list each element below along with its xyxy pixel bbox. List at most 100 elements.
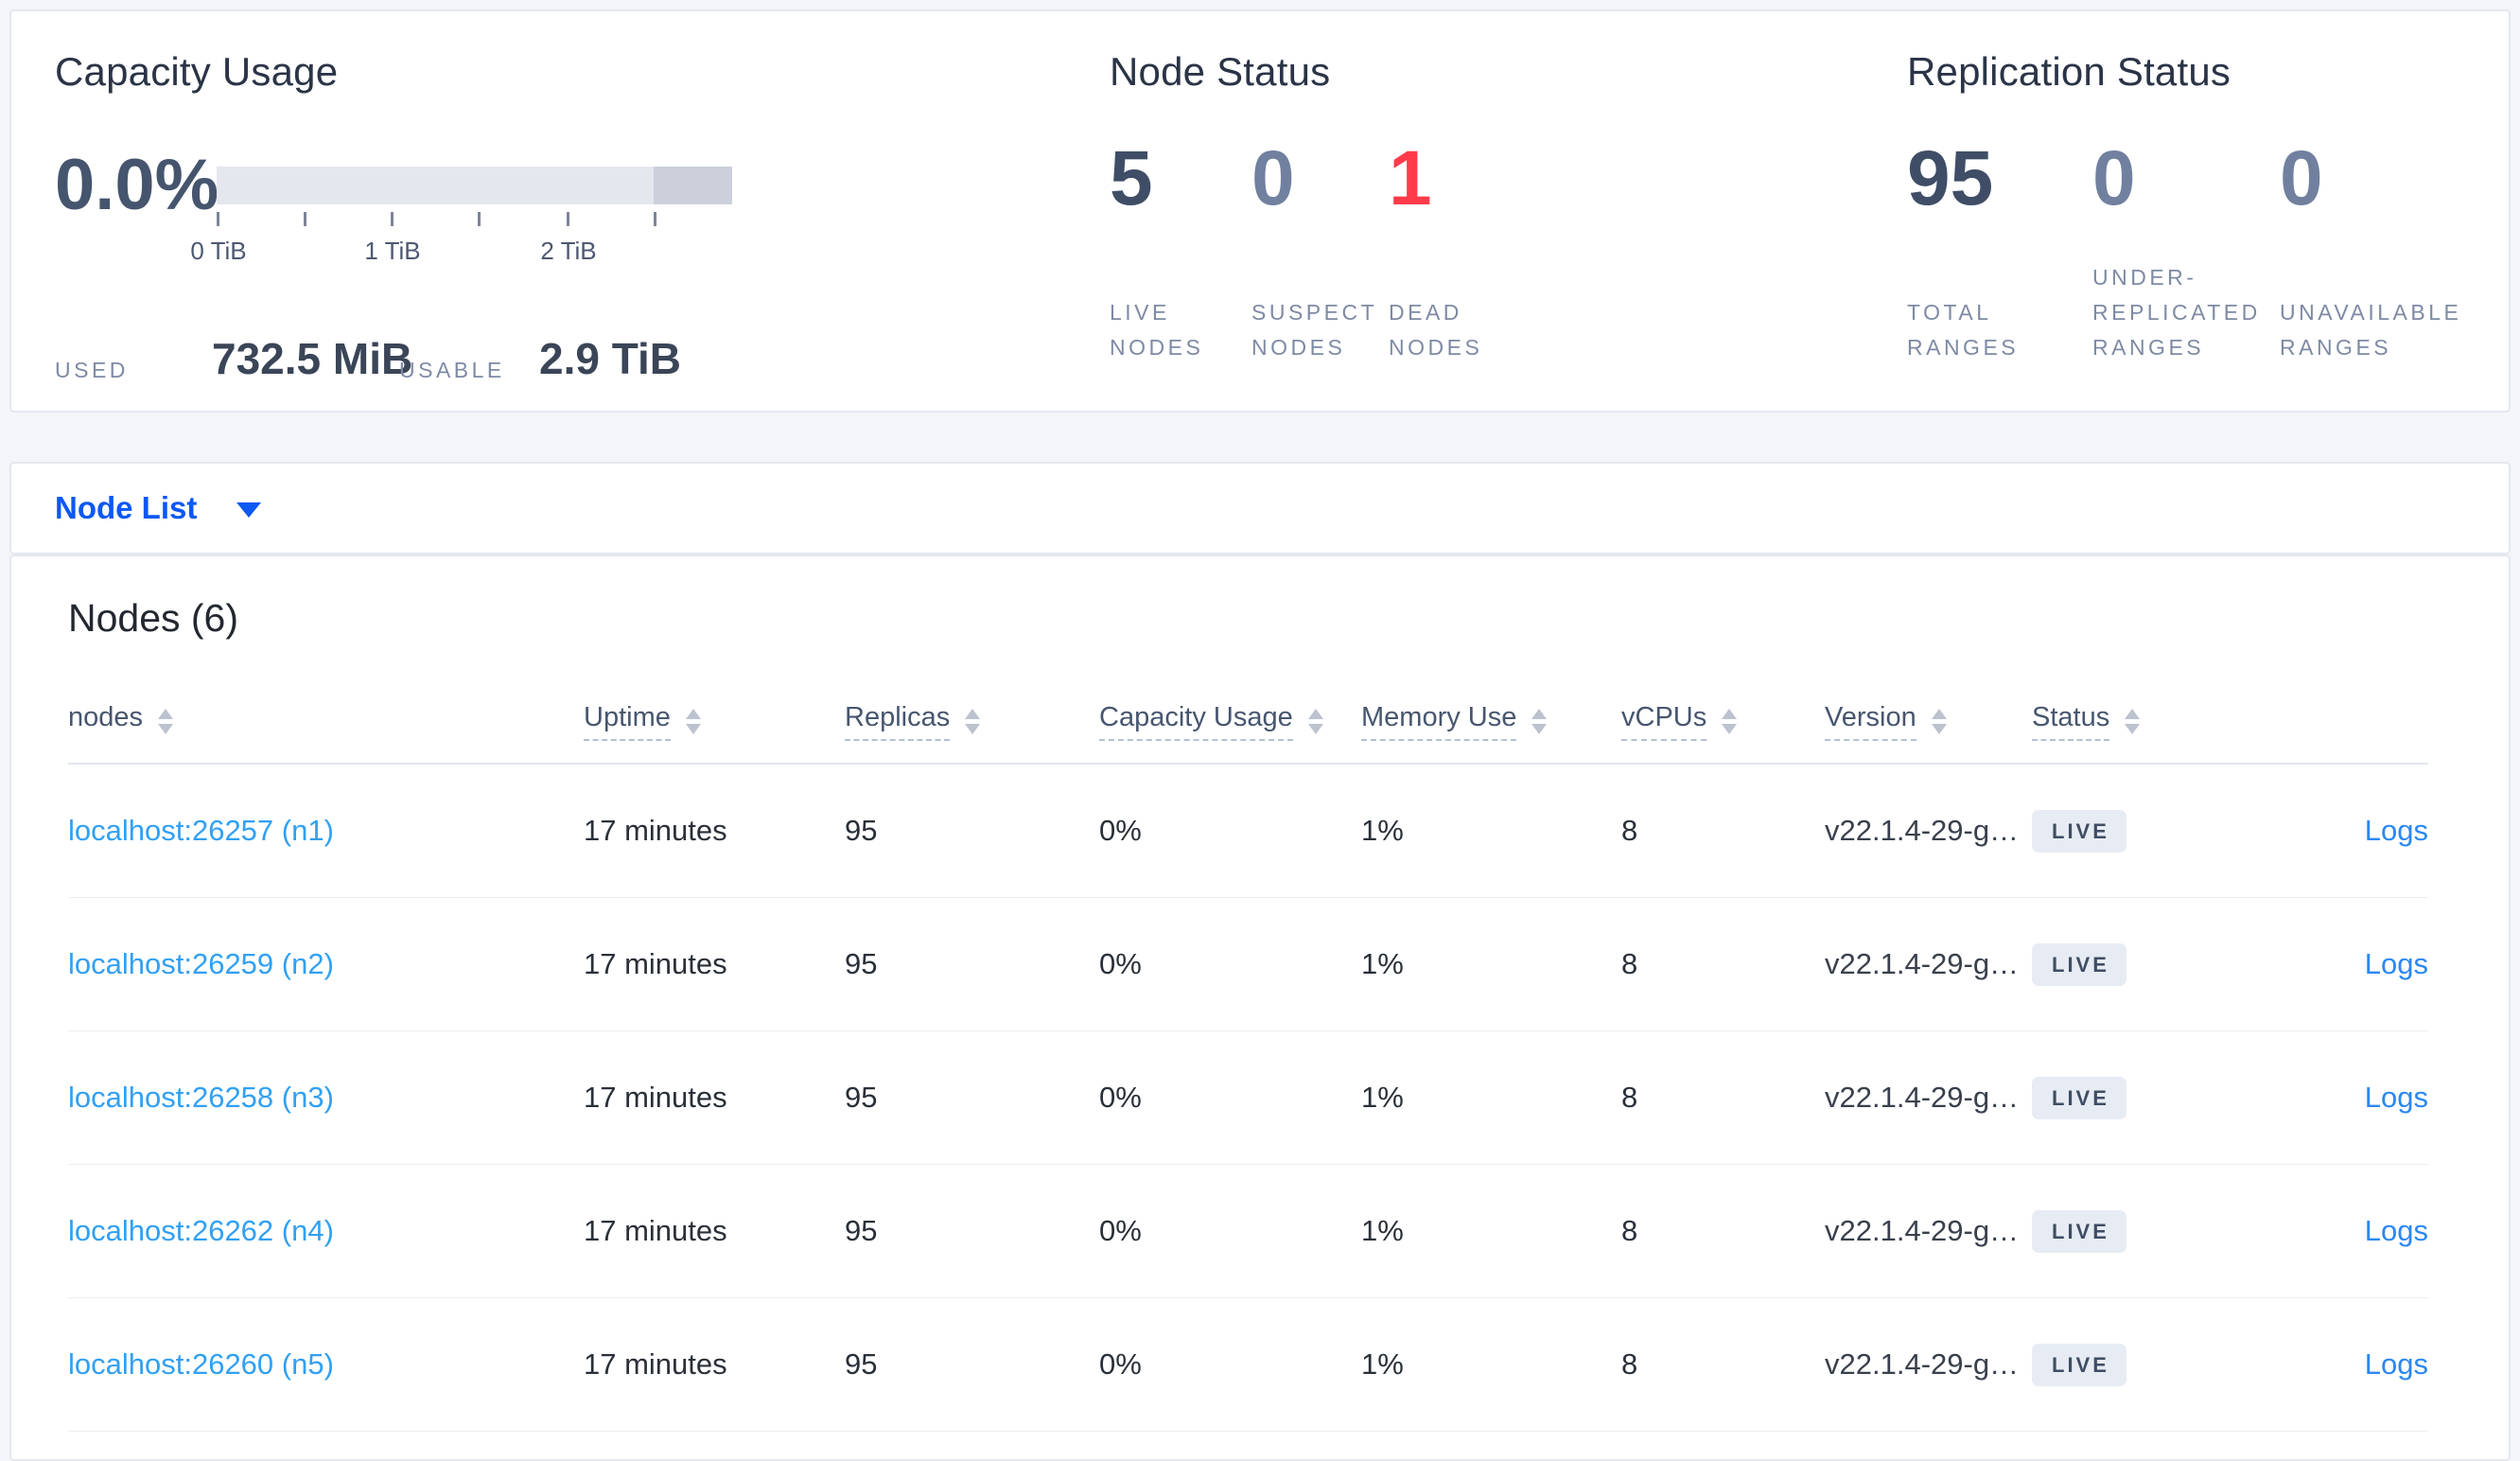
replicas-cell: 95 — [845, 814, 878, 847]
version-cell: v22.1.4-29-g… — [1825, 1347, 2020, 1381]
stat-suspect-nodes: 0 SUSPECT NODES — [1251, 140, 1386, 365]
sort-icon — [1531, 708, 1548, 734]
cluster-summary-card: Capacity Usage 0.0% 0 TiB 1 TiB 2 TiB US… — [9, 9, 2511, 413]
node-link[interactable]: localhost:26257 (n1) — [68, 814, 334, 847]
capacity-cell: 0% — [1099, 1347, 1142, 1381]
capacity-cell: 0% — [1099, 1081, 1142, 1114]
column-label-nodes: nodes — [68, 701, 144, 732]
table-row: localhost:26260 (n5) 17 minutes 95 0% 1%… — [68, 1298, 2428, 1432]
column-label-vcpus: vCPUs — [1621, 702, 1707, 741]
dead-nodes-value: 1 — [1389, 135, 1432, 221]
vcpus-cell: 8 — [1621, 814, 1638, 847]
version-cell: v22.1.4-29-g… — [1825, 947, 2020, 980]
column-header-status[interactable]: Status — [2032, 702, 2272, 741]
version-cell: v22.1.4-29-g… — [1825, 814, 2020, 847]
capacity-cell: 0% — [1099, 1214, 1142, 1247]
uptime-cell: 17 minutes — [584, 947, 727, 980]
tick-mark — [217, 212, 219, 226]
logs-link[interactable]: Logs — [2364, 1081, 2428, 1114]
node-link[interactable]: localhost:26259 (n2) — [68, 947, 334, 980]
capacity-bar-segment — [654, 167, 732, 204]
column-header-capacity-usage[interactable]: Capacity Usage — [1099, 702, 1361, 741]
nodes-table-card: Nodes (6) nodes Uptime Replicas Capacity… — [9, 554, 2511, 1461]
tick-label: 0 TiB — [190, 237, 247, 265]
replicas-cell: 95 — [845, 947, 878, 980]
dead-nodes-label: DEAD NODES — [1389, 300, 1483, 360]
live-nodes-label: LIVE NODES — [1110, 300, 1204, 360]
uptime-cell: 17 minutes — [584, 814, 727, 847]
stat-unavailable-ranges: 0 UNAVAILABLE RANGES — [2280, 140, 2483, 365]
suspect-nodes-value: 0 — [1251, 135, 1295, 221]
used-label: USED — [55, 358, 129, 382]
column-header-version[interactable]: Version — [1825, 702, 2032, 741]
used-value: 732.5 MiB — [212, 334, 413, 383]
nodes-table-heading: Nodes (6) — [68, 596, 239, 640]
column-header-memory-use[interactable]: Memory Use — [1361, 702, 1621, 741]
column-header-vcpus[interactable]: vCPUs — [1621, 702, 1825, 741]
table-body: localhost:26257 (n1) 17 minutes 95 0% 1%… — [68, 765, 2428, 1449]
column-label-version: Version — [1825, 702, 1916, 741]
sort-icon — [2125, 708, 2141, 734]
capacity-axis-labels: 0 TiB 1 TiB 2 TiB — [190, 237, 732, 265]
usable-value: 2.9 TiB — [539, 334, 681, 383]
vcpus-cell: 8 — [1621, 1347, 1638, 1381]
uptime-cell: 17 minutes — [584, 1214, 727, 1247]
tick-label: 2 TiB — [540, 237, 597, 265]
tick-mark — [391, 212, 394, 226]
memory-cell: 1% — [1361, 947, 1404, 980]
table-row: localhost:26257 (n1) 17 minutes 95 0% 1%… — [68, 765, 2428, 898]
view-selector-bar: Node List — [9, 462, 2511, 554]
tick-mark — [478, 212, 481, 226]
logs-link[interactable]: Logs — [2364, 1214, 2428, 1247]
sort-icon — [158, 708, 174, 734]
vcpus-cell: 8 — [1621, 1081, 1638, 1114]
capacity-cell: 0% — [1099, 814, 1142, 847]
column-header-nodes[interactable]: nodes — [68, 702, 584, 741]
column-header-replicas[interactable]: Replicas — [845, 702, 1099, 741]
node-link[interactable]: localhost:26260 (n5) — [68, 1347, 334, 1381]
usable-label: USABLE — [399, 358, 505, 382]
table-row: localhost:26262 (n4) 17 minutes 95 0% 1%… — [68, 1165, 2428, 1298]
stat-live-nodes: 5 LIVE NODES — [1110, 140, 1240, 365]
version-cell: v22.1.4-29-g… — [1825, 1081, 2020, 1114]
capacity-bar — [217, 167, 732, 204]
node-list-dropdown[interactable]: Node List — [55, 490, 262, 526]
logs-link[interactable]: Logs — [2364, 1347, 2428, 1381]
stat-dead-nodes: 1 DEAD NODES — [1389, 140, 1531, 365]
sort-icon — [685, 708, 701, 734]
sort-icon — [1931, 708, 1947, 734]
suspect-nodes-label: SUSPECT NODES — [1251, 300, 1377, 360]
memory-cell: 1% — [1361, 1347, 1404, 1381]
stat-total-ranges: 95 TOTAL RANGES — [1907, 140, 2068, 365]
capacity-cell: 0% — [1099, 947, 1142, 980]
total-ranges-value: 95 — [1907, 135, 1994, 221]
node-link[interactable]: localhost:26258 (n3) — [68, 1081, 334, 1114]
status-badge: LIVE — [2032, 1076, 2126, 1119]
uptime-cell: 17 minutes — [584, 1081, 727, 1114]
column-label-memory-use: Memory Use — [1361, 702, 1517, 741]
logs-link[interactable]: Logs — [2364, 947, 2428, 980]
stat-under-replicated-ranges: 0 UNDER-REPLICATED RANGES — [2092, 140, 2282, 365]
node-status-title: Node Status — [1110, 49, 1331, 94]
status-badge: LIVE — [2032, 1209, 2126, 1253]
vcpus-cell: 8 — [1621, 1214, 1638, 1247]
under-replicated-ranges-value: 0 — [2092, 135, 2136, 221]
memory-cell: 1% — [1361, 1214, 1404, 1247]
capacity-usage-title: Capacity Usage — [55, 49, 339, 94]
table-row: localhost:26258 (n3) 17 minutes 95 0% 1%… — [68, 1031, 2428, 1165]
replication-status-title: Replication Status — [1907, 49, 2231, 94]
table-header-row: nodes Uptime Replicas Capacity Usage Mem… — [68, 679, 2428, 765]
node-link[interactable]: localhost:26262 (n4) — [68, 1214, 334, 1247]
unavailable-ranges-label: UNAVAILABLE RANGES — [2280, 300, 2462, 360]
column-header-uptime[interactable]: Uptime — [584, 702, 845, 741]
replicas-cell: 95 — [845, 1081, 878, 1114]
live-nodes-value: 5 — [1110, 135, 1153, 221]
logs-link[interactable]: Logs — [2364, 814, 2428, 847]
tick-mark — [654, 212, 656, 226]
column-label-uptime: Uptime — [584, 702, 671, 741]
replicas-cell: 95 — [845, 1347, 878, 1381]
tick-mark — [567, 212, 569, 226]
sort-icon — [1307, 708, 1323, 734]
tick-mark — [304, 212, 306, 226]
capacity-percent: 0.0% — [55, 145, 219, 225]
